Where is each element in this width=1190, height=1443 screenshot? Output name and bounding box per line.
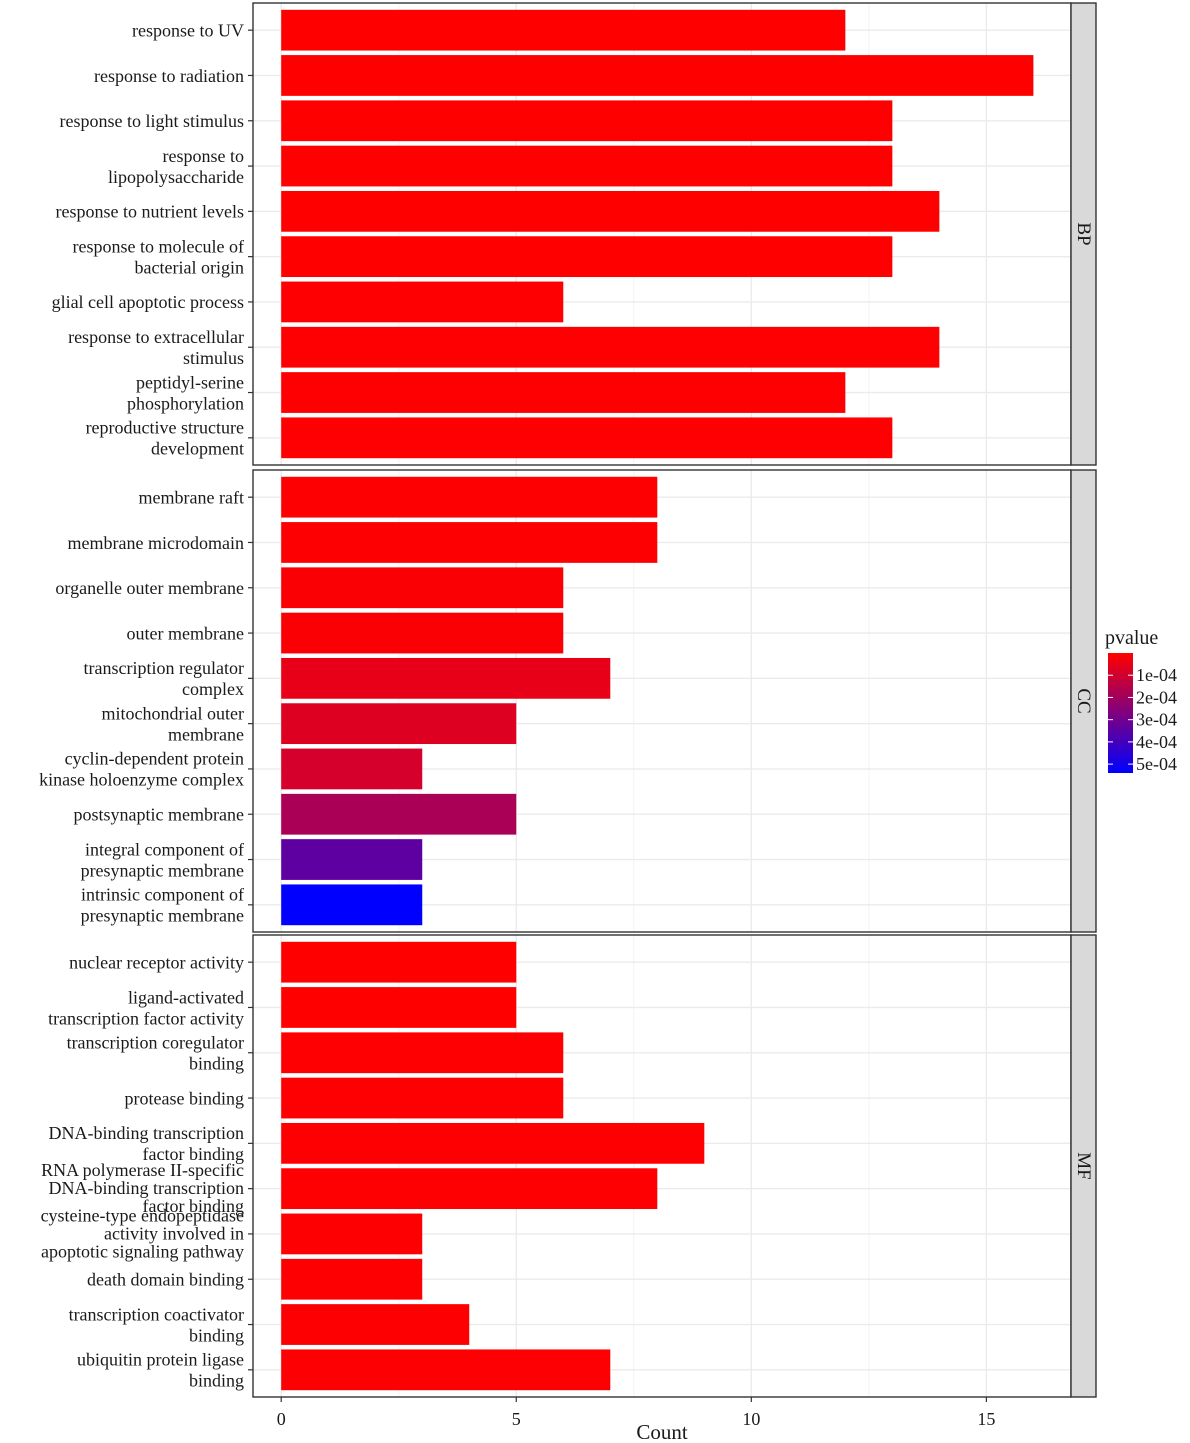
bar	[281, 326, 940, 368]
category-label: response to radiation	[94, 66, 244, 86]
category-label: integral component of presynaptic membran…	[81, 839, 244, 880]
bar	[281, 417, 893, 459]
bar	[281, 145, 893, 187]
facet-strip-label: BP	[1073, 222, 1094, 245]
bar	[281, 1168, 658, 1210]
bar	[281, 703, 517, 745]
bar	[281, 884, 423, 926]
category-label: ubiquitin protein ligase binding	[77, 1350, 244, 1391]
category-label: response to nutrient levels	[56, 202, 244, 222]
category-label: response to extracellular stimulus	[68, 327, 244, 368]
bar	[281, 657, 611, 699]
bar	[281, 281, 564, 323]
category-label: transcription coactivator binding	[69, 1304, 244, 1345]
x-tick-label: 5	[512, 1409, 521, 1429]
bar	[281, 1213, 423, 1255]
legend-label: 1e-04	[1136, 665, 1177, 685]
category-label: response to molecule of bacterial origin	[73, 236, 244, 277]
legend-label: 4e-04	[1136, 732, 1177, 752]
category-label: DNA-binding transcription factor binding	[49, 1123, 244, 1164]
x-axis-title: Count	[636, 1420, 688, 1443]
facet-strip-label: CC	[1073, 688, 1094, 713]
category-label: intrinsic component of presynaptic membra…	[81, 885, 244, 926]
category-label: response to light stimulus	[60, 111, 245, 131]
facet-strip	[1070, 469, 1097, 933]
legend-label: 5e-04	[1136, 754, 1177, 774]
category-label: nuclear receptor activity	[69, 952, 244, 972]
bar	[281, 941, 517, 983]
panel-cc: membrane raft membrane microdomain organel…	[39, 469, 1097, 933]
bar	[281, 748, 423, 790]
category-label: response to lipopolysaccharide	[108, 146, 244, 187]
bar	[281, 1258, 423, 1300]
bar	[281, 1304, 470, 1345]
legend-colorbar	[1108, 653, 1133, 773]
category-label: RNA polymerase II-specific DNA-binding tr…	[41, 1160, 244, 1216]
bar	[281, 236, 893, 278]
facet-strip	[1070, 2, 1097, 466]
x-tick-label: 0	[277, 1409, 286, 1429]
bar	[281, 793, 517, 835]
x-tick-label: 10	[742, 1409, 760, 1429]
legend-label: 2e-04	[1136, 687, 1177, 707]
category-label: reproductive structure development	[86, 418, 244, 459]
category-label: membrane raft	[139, 487, 244, 507]
category-label: transcription regulator complex	[84, 658, 244, 699]
bar	[281, 612, 564, 654]
panel-mf: nuclear receptor activity ligand-activate…	[41, 934, 1097, 1398]
bar	[281, 1032, 564, 1074]
bar	[281, 476, 658, 518]
facet-strip	[1070, 934, 1097, 1398]
bar	[281, 190, 940, 232]
bar	[281, 522, 658, 563]
bar	[281, 987, 517, 1028]
bar	[281, 372, 846, 413]
bar	[281, 55, 1034, 96]
bar	[281, 100, 893, 142]
bar	[281, 1077, 564, 1119]
category-label: death domain binding	[87, 1270, 244, 1290]
category-label: outer membrane	[127, 623, 244, 643]
category-label: postsynaptic membrane	[74, 805, 244, 825]
category-label: organelle outer membrane	[55, 578, 244, 598]
bar	[281, 1122, 705, 1164]
legend-title: pvalue	[1105, 627, 1158, 649]
category-label: glial cell apoptotic process	[52, 292, 244, 312]
category-label: membrane microdomain	[68, 533, 244, 553]
category-label: protease binding	[125, 1088, 244, 1108]
panel-bp: response to UV response to radiation respo…	[52, 2, 1097, 466]
category-label: cyclin-dependent protein kinase holoenzym…	[39, 749, 244, 790]
bar	[281, 9, 846, 51]
bar	[281, 1349, 611, 1391]
category-label: response to UV	[132, 20, 244, 40]
bar	[281, 567, 564, 609]
category-label: cysteine-type endopeptidase activity invo…	[41, 1206, 244, 1262]
x-tick-label: 15	[977, 1409, 995, 1429]
legend-label: 3e-04	[1136, 710, 1177, 730]
facet-strip-label: MF	[1073, 1152, 1094, 1179]
category-label: peptidyl-serine phosphorylation	[127, 372, 244, 413]
category-label: ligand-activated transcription factor act…	[48, 987, 244, 1028]
bar	[281, 839, 423, 880]
category-label: transcription coregulator binding	[67, 1033, 244, 1074]
category-label: mitochondrial outer membrane	[102, 703, 244, 744]
